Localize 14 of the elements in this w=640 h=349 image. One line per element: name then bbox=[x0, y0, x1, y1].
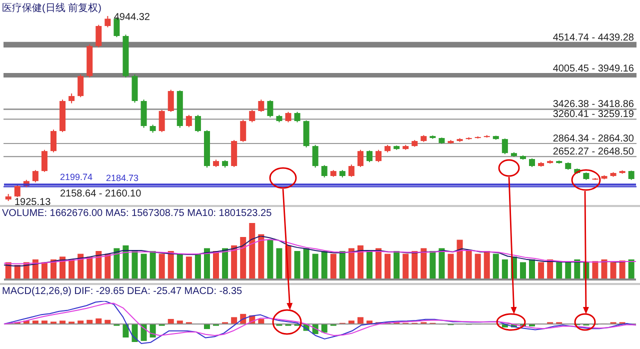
band-label: 3426.38 - 3418.86 bbox=[552, 99, 634, 110]
ref-line-label: 2184.73 bbox=[106, 173, 139, 184]
band-label: 2158.64 - 2160.10 bbox=[60, 188, 142, 200]
ref-line-label: 2199.74 bbox=[60, 172, 93, 182]
annotation: 4944.32 bbox=[114, 12, 150, 23]
chart-title: VOLUME: 1662676.00 MA5: 1567308.75 MA10: 1801523.25 bbox=[2, 208, 272, 219]
band-label: 4514.74 - 4439.28 bbox=[552, 32, 634, 44]
annotation: 1925.13 bbox=[14, 197, 52, 208]
chart-title: 医疗保健(日线 前复权) bbox=[2, 2, 102, 15]
band-label: 4005.45 - 3949.16 bbox=[552, 64, 634, 75]
band-label: 2864.34 - 2864.30 bbox=[552, 133, 634, 144]
band-label: 2652.27 - 2648.50 bbox=[552, 146, 634, 158]
chart-title: MACD(12,26,9) DIF: -29.65 DEA: -25.47 MACD: -8.35 bbox=[2, 286, 242, 297]
band-label: 3260.41 - 3259.19 bbox=[552, 109, 634, 120]
